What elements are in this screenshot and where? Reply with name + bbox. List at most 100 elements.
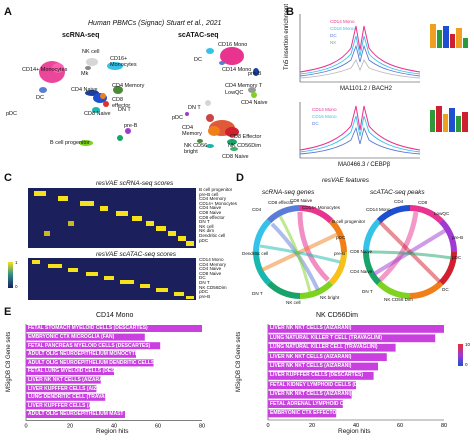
row-label: CD14+ Monocytes [199,200,237,206]
chord2-label: pre-B [452,235,464,240]
bar [268,334,436,343]
bar-labels: FETAL STOMACH MYELOID CELLS (DESCARTES) E… [0,320,474,440]
chord2-label: LowQC [434,211,450,216]
x-tick-label: 20 [67,424,73,430]
bar-category-label: EMBRYONIC CTX EFFECTOR T CELLS (FAN) [270,409,377,416]
bar [268,362,378,371]
bar [268,353,387,361]
bar [26,385,97,393]
colorbar-max: 1 [15,260,18,265]
chord2-label: CD8 [418,200,428,205]
row-label: pDC [199,289,209,295]
atac-label-cd4-memory-t: CD4 Memory T [225,83,263,89]
x-tick-label: 60 [155,424,161,430]
atac-label-pdc: pDC [172,115,184,121]
rna-label-cd4-naive: CD4 Naive [71,87,98,93]
rna-label-dnt: DN T [118,107,131,113]
atac-label-cd4-naive: CD4 Naive [241,100,268,106]
panel-e-label: E [4,306,12,318]
bar-colorbar-max: 10 [465,342,471,347]
barchart2-xlabel: Region hits [338,428,371,435]
barchart1-xlabel: Region hits [96,428,129,435]
bar [268,390,352,399]
row-label: CD14 Mono [199,257,224,262]
row-label: CD4 Naive [199,266,222,272]
row-label: NK CD56Dim [199,284,227,290]
colorbar-min: 0 [15,284,18,289]
chord2-label: DC [442,287,449,292]
barchart2-title: NK CD56Dim [316,312,359,319]
rna-label-cd8-naive: CD8 Naive [84,111,111,117]
atac-label-cd4-memory: CD4 Memory [182,125,202,137]
bar [268,381,356,390]
bar-category-label: LIVER NK NKT CELLS (AIZARANI) [270,391,352,398]
x-tick-label: 60 [397,423,403,429]
atac-label-dc: DC [194,57,202,63]
chord-atac [363,205,457,299]
chord1-label: CD14+ Monocytes [302,205,340,210]
x-tick-label: 80 [199,424,205,430]
bar-category-label: ADULT OLIG NEUROEPITHELIUM MAST CELLS (D… [28,411,171,418]
bar-category-label: LIVER NK NKT CELLS (AIZARANI) [28,376,110,383]
chord-diagrams [253,205,457,299]
b2-legend-dc: DC [312,121,319,126]
chord1-title: scRNA-seq genes [262,189,315,196]
heatmap-rna [28,188,196,248]
rna-label-cd16: CD16+ Monocytes [110,56,137,68]
bar [26,368,114,375]
rna-label-cd8-effector: CD8 effector [112,97,131,109]
rna-subtitle: scRNA-seq [62,32,100,39]
chord1-label: NK cell [286,300,301,305]
bar [26,411,125,418]
row-label: CD8 Naive [199,209,222,215]
heatmap-atac [28,258,196,300]
bar [26,393,106,401]
heatmaps [28,188,196,300]
atac-label-cd16: CD16 Mono [218,42,248,48]
atac-label-dnt: DN T [188,105,201,111]
row-label: pre-B [199,293,211,299]
bar [26,402,90,410]
rna-label-preb: pre-B [124,123,138,129]
chord1-label: B cell progenitor [332,219,366,224]
atac-subtitle: scATAC-seq [178,32,219,39]
atac-label-lowqc: LowQC [225,90,244,96]
b2-legend-cd16: CD16 Mono [312,114,337,119]
bar [26,376,101,384]
chord1-label: CD8 Naive [290,198,313,203]
bar [26,350,136,358]
b2-motif-label: MA0466.3 / CEBPβ [338,162,391,168]
bar-category-label: LIVER KUPFFER CELLS (AIZARANI) [28,385,115,392]
bar [268,400,343,408]
panel-a-umaps [39,47,259,151]
x-tick-label: 0 [24,424,27,430]
atac-label-cd14: CD14 Mono [222,67,252,73]
heatmap1-title: resVAE scRNA-seq scores [96,180,174,187]
chord2-label: CD14 Mono [366,207,391,212]
row-label: CD8 effector [199,214,225,220]
bar [26,325,202,332]
bar [26,333,145,341]
panel-b-ylabel: Tn5 insertion enrichment [284,3,290,70]
chord2-label: CD4 [394,199,404,204]
atac-label-cd8-effector: CD8 Effector [230,134,262,140]
chord-rna [253,205,347,299]
bar-category-label: LIVER NK NKT CELLS (AIZARANI) [270,353,352,360]
chord2-title: scATAC-seq peaks [370,189,425,196]
bar-category-label: FETAL ADRENAL LYMPHOID CELLS (DESCARTES) [270,400,392,407]
bar [26,359,154,367]
heatmap-colorbar [8,262,13,288]
bar [268,372,374,380]
chord2-label: CD8 Naive [350,249,373,254]
panel-a-label: A [4,6,12,18]
chord1-label: DN T [252,291,263,296]
bar [26,342,161,350]
barchart1-title: CD14 Mono [96,312,134,319]
bar-category-label: FETAL KIDNEY LYMPHOID CELLS (DESCARTES) [270,381,387,388]
rna-label-dc: DC [36,95,44,101]
atac-label-cd8-naive: CD8 Naive [222,154,249,160]
panel-c-label: C [4,172,12,184]
bar-category-label: FETAL LUNG MYELOID CELLS (DESCARTES) [28,368,137,375]
panel-d-label: D [236,172,244,184]
footprint-plots [299,14,468,159]
